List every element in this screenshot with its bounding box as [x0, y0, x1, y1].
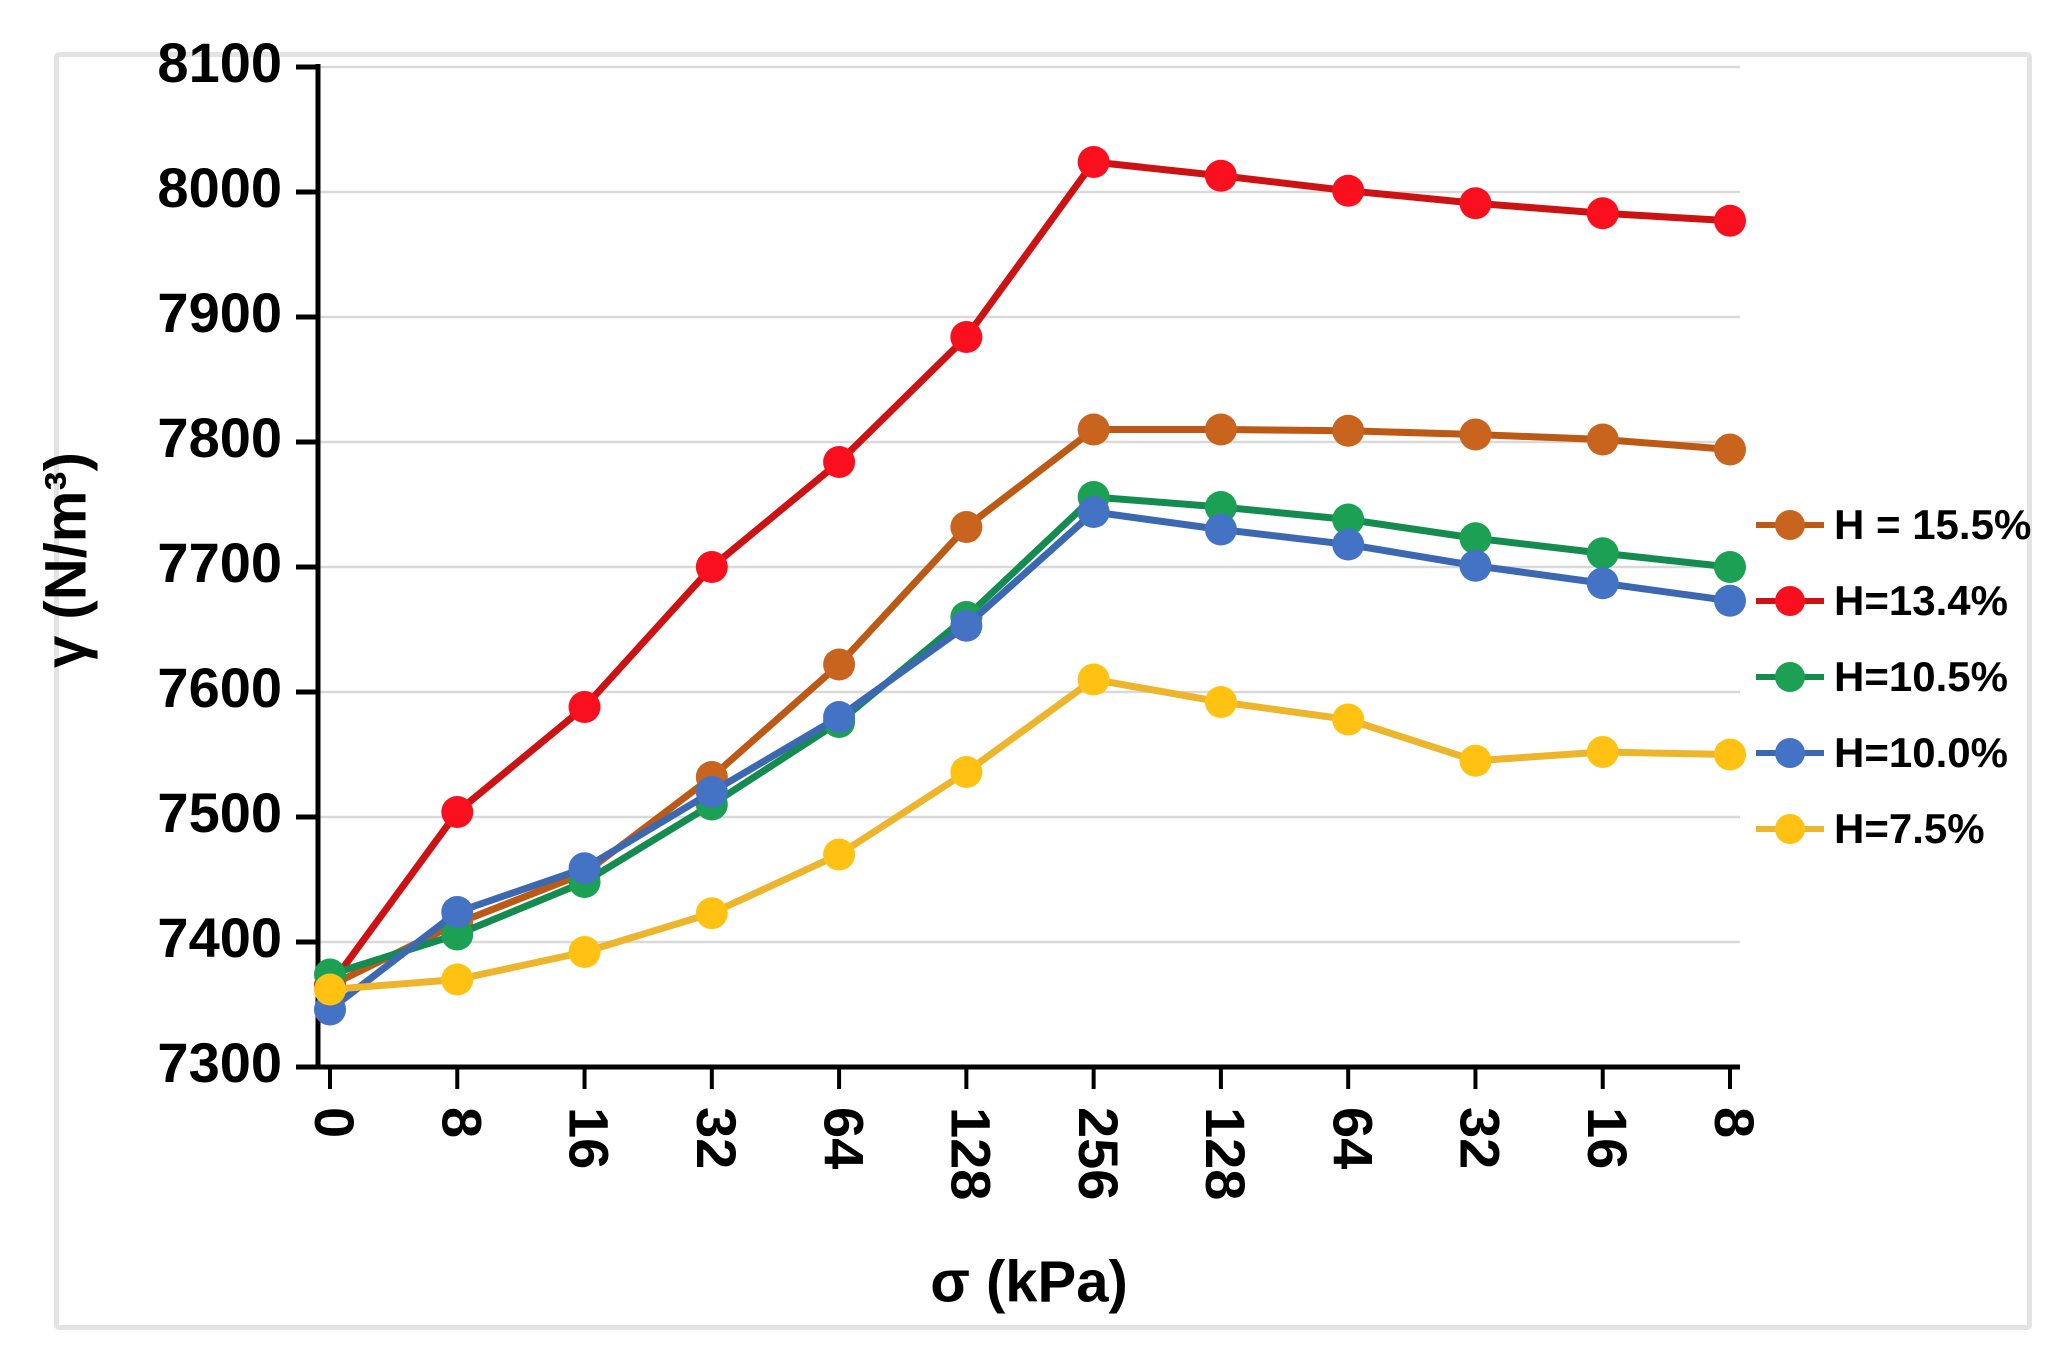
series-line-H=13.4 — [327, 158, 1731, 988]
legend-marker-icon — [1756, 585, 1824, 617]
data-point — [950, 609, 983, 642]
data-point — [1714, 584, 1746, 617]
legend-item: H=7.5% — [1756, 791, 2031, 867]
data-point — [1077, 663, 1110, 696]
data-point — [1204, 686, 1237, 718]
data-point — [823, 838, 856, 871]
x-tick-label: 32 — [685, 1107, 748, 1169]
legend: H = 15.5% H=13.4% H=10.5% H=10.0% H=7.5% — [1756, 487, 2031, 867]
y-tick-label: 8100 — [157, 31, 282, 94]
data-point — [568, 936, 601, 968]
x-tick-label: 16 — [558, 1107, 621, 1169]
x-tick-label: 32 — [1449, 1107, 1512, 1169]
legend-label: H=13.4% — [1834, 577, 2008, 624]
y-tick-label: 7400 — [157, 906, 282, 969]
data-point — [823, 701, 856, 733]
x-tick-label: 128 — [940, 1107, 1003, 1200]
data-point — [950, 756, 983, 788]
data-point — [568, 852, 601, 885]
series-line-H=10.0 — [327, 508, 1731, 1013]
y-axis-title: γ (N/m³) — [33, 452, 99, 668]
data-point — [1459, 418, 1492, 451]
y-tick-label: 8000 — [157, 156, 282, 219]
data-point — [1714, 433, 1746, 466]
data-point — [695, 897, 728, 930]
data-point — [1459, 522, 1492, 555]
data-point — [1204, 159, 1237, 192]
data-point — [441, 963, 474, 996]
legend-label: H=7.5% — [1834, 805, 1985, 852]
data-point — [1586, 197, 1619, 230]
x-tick-label: 16 — [1576, 1107, 1639, 1169]
data-point — [568, 691, 601, 723]
data-point — [1714, 204, 1746, 237]
data-point — [1714, 551, 1746, 583]
legend-item: H=10.0% — [1756, 715, 2031, 791]
x-tick-label: 128 — [1194, 1107, 1257, 1200]
data-point — [1332, 703, 1365, 736]
legend-label: H = 15.5% — [1834, 501, 2032, 548]
legend-marker-icon — [1756, 737, 1824, 769]
series-line-H=10.5 — [328, 493, 1731, 978]
y-tick-label: 7500 — [157, 781, 282, 844]
series-line-H=7.5 — [329, 676, 1731, 993]
legend-item: H=13.4% — [1756, 563, 2031, 639]
data-point — [1077, 413, 1110, 446]
data-point — [441, 918, 474, 951]
data-point — [1586, 567, 1619, 600]
data-point — [1332, 528, 1365, 561]
legend-item: H = 15.5% — [1756, 487, 2031, 563]
x-tick-label: 8 — [1703, 1107, 1766, 1138]
data-point — [1459, 744, 1492, 777]
data-point — [823, 446, 856, 478]
data-point — [441, 796, 474, 828]
data-point — [1459, 187, 1492, 220]
legend-marker-icon — [1756, 509, 1824, 541]
y-tick-label: 7600 — [157, 656, 282, 719]
data-point — [950, 321, 983, 353]
data-point — [1204, 513, 1237, 546]
legend-label: H=10.0% — [1834, 729, 2008, 776]
data-point — [695, 551, 728, 583]
legend-label: H=10.5% — [1834, 653, 2008, 700]
data-point — [1077, 146, 1110, 178]
x-tick-label: 64 — [812, 1107, 875, 1169]
data-point — [823, 648, 856, 681]
y-tick-label: 7700 — [157, 531, 282, 594]
data-point — [1332, 174, 1365, 207]
y-tick-label: 7900 — [157, 281, 282, 344]
x-tick-label: 256 — [1067, 1107, 1130, 1200]
data-point — [1332, 503, 1365, 536]
data-point — [1586, 736, 1619, 768]
x-axis-title: σ (kPa) — [930, 1249, 1128, 1315]
data-point — [441, 896, 474, 928]
data-point — [1459, 549, 1492, 582]
x-tick-label: 0 — [303, 1107, 366, 1138]
data-point — [1332, 414, 1365, 447]
legend-item: H=10.5% — [1756, 639, 2031, 715]
data-point — [1586, 537, 1619, 570]
data-point — [1204, 491, 1237, 523]
data-point — [1077, 496, 1110, 528]
y-tick-label: 7800 — [157, 406, 282, 469]
data-point — [695, 776, 728, 808]
series-line-H=15.5 — [328, 426, 1731, 989]
legend-marker-icon — [1756, 661, 1824, 693]
x-tick-label: 64 — [1321, 1107, 1384, 1169]
data-point — [1714, 738, 1746, 771]
data-point — [1204, 413, 1237, 446]
y-tick-label: 7300 — [157, 1031, 282, 1094]
legend-marker-icon — [1756, 813, 1824, 845]
data-point — [314, 973, 346, 1006]
x-tick-label: 8 — [430, 1107, 493, 1138]
data-point — [950, 511, 983, 543]
data-point — [1586, 423, 1619, 456]
